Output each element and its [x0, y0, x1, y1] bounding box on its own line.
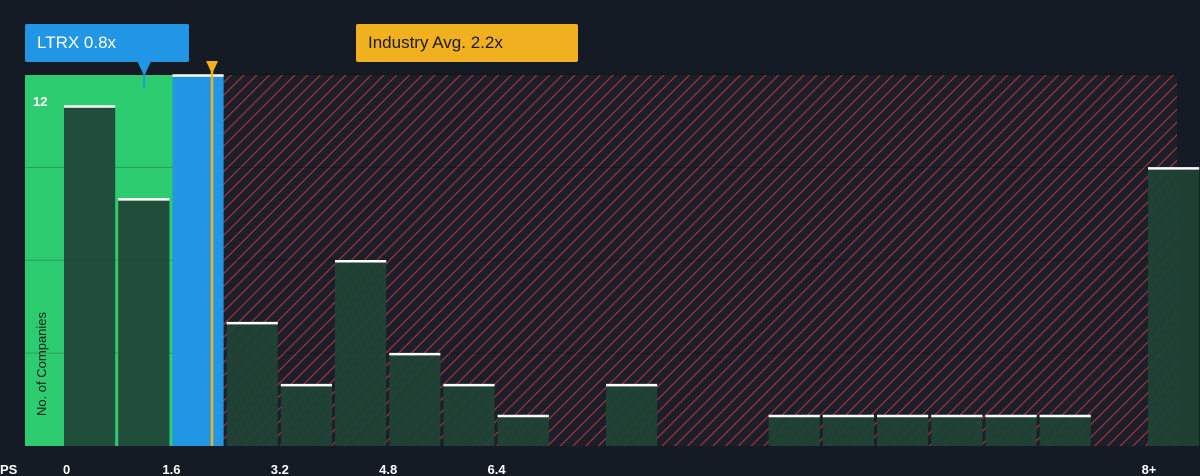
- industry-average-label: Industry Avg. 2.2x: [356, 24, 578, 62]
- histogram-bar: [226, 322, 278, 446]
- histogram-bar: [443, 384, 495, 446]
- x-tick-label: 0: [63, 462, 70, 476]
- histogram-bar: [768, 415, 820, 446]
- histogram-bar: [335, 260, 387, 446]
- highlight-bar: [172, 74, 224, 446]
- histogram-bar: [64, 105, 116, 446]
- company-ps-label: LTRX 0.8x: [25, 24, 189, 62]
- x-tick-label: 3.2: [271, 462, 289, 476]
- y-axis-label: No. of Companies: [34, 311, 49, 416]
- histogram-bar: [1148, 167, 1200, 447]
- x-tick-label: 8+: [1142, 462, 1157, 476]
- x-tick-label: 1.6: [162, 462, 180, 476]
- industry-pointer: [206, 61, 219, 74]
- histogram-bar: [389, 353, 441, 446]
- histogram-bar: [1039, 415, 1091, 446]
- x-tick-label: 6.4: [488, 462, 507, 476]
- histogram-bar: [497, 415, 549, 446]
- histogram-bar: [931, 415, 983, 446]
- x-axis-prefix: PS: [0, 462, 18, 476]
- histogram-bar: [877, 415, 929, 446]
- histogram-bar: [985, 415, 1037, 446]
- y-tick-label: 12: [33, 94, 47, 109]
- x-tick-label: 4.8: [379, 462, 397, 476]
- histogram-bar: [118, 198, 170, 446]
- company-pointer: [137, 61, 152, 76]
- histogram-bar: [606, 384, 658, 446]
- histogram-bar: [280, 384, 332, 446]
- histogram-bar: [822, 415, 874, 446]
